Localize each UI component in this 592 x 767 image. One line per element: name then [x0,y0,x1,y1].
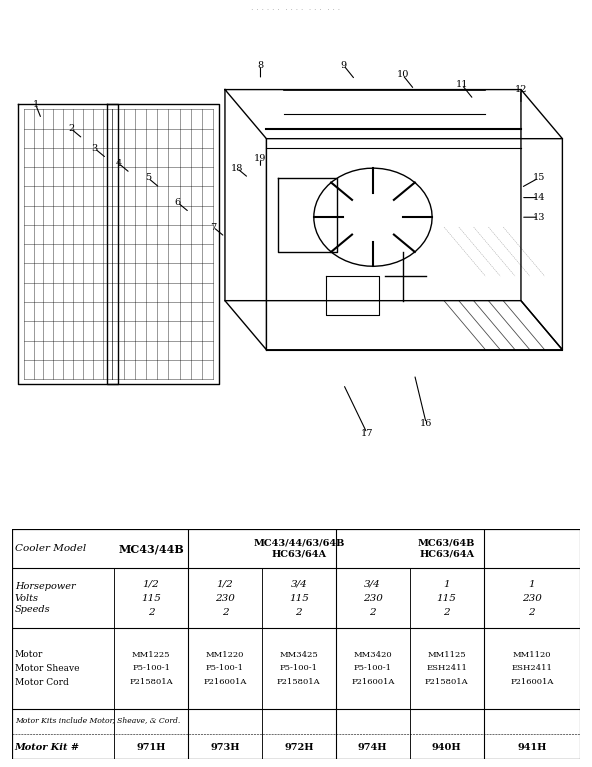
Text: 3/4: 3/4 [291,580,307,589]
Text: P5-100-1: P5-100-1 [206,664,244,673]
Text: 11: 11 [455,81,468,89]
Text: · · · · · ·  · · · ·  · · ·  · · ·: · · · · · · · · · · · · · · · · [252,6,340,15]
Text: MC63/64B
HC63/64A: MC63/64B HC63/64A [418,538,475,559]
Text: 2: 2 [148,607,155,617]
Text: 1: 1 [443,580,450,589]
Text: 230: 230 [215,594,235,603]
Text: 1: 1 [529,580,535,589]
Text: 13: 13 [532,212,545,222]
Text: MM1225: MM1225 [132,650,170,659]
Text: 941H: 941H [517,743,546,752]
Text: 971H: 971H [136,743,166,752]
Text: ESH2411: ESH2411 [426,664,467,673]
Text: P5-100-1: P5-100-1 [132,664,170,673]
Text: P215801A: P215801A [129,678,173,686]
Text: 18: 18 [231,163,243,173]
Text: ESH2411: ESH2411 [511,664,552,673]
Text: P215801A: P215801A [277,678,321,686]
Text: 115: 115 [289,594,309,603]
Text: 973H: 973H [210,743,240,752]
Text: MM3420: MM3420 [353,650,392,659]
Text: MM1120: MM1120 [513,650,551,659]
Text: 230: 230 [522,594,542,603]
Text: 9: 9 [340,61,346,70]
Text: P5-100-1: P5-100-1 [280,664,318,673]
Text: Motor Kit #: Motor Kit # [15,743,80,752]
Text: Motor Kits include Motor, Sheave, & Cord.: Motor Kits include Motor, Sheave, & Cord… [15,716,180,724]
Text: 7: 7 [210,222,216,232]
Text: Horsepower: Horsepower [15,582,75,591]
Text: 230: 230 [363,594,382,603]
Text: P216001A: P216001A [351,678,394,686]
Text: 12: 12 [514,85,527,94]
Text: MM1220: MM1220 [206,650,244,659]
Text: 972H: 972H [284,743,314,752]
Text: MM3425: MM3425 [279,650,318,659]
Text: 2: 2 [295,607,302,617]
Text: 2: 2 [221,607,229,617]
Text: 974H: 974H [358,743,388,752]
Text: 4: 4 [115,159,121,168]
Text: Volts: Volts [15,594,38,603]
Text: 940H: 940H [432,743,461,752]
Text: Motor Cord: Motor Cord [15,678,69,686]
Text: 19: 19 [255,154,266,163]
Text: MC43/44/63/64B
HC63/64A: MC43/44/63/64B HC63/64A [253,538,345,559]
Text: 8: 8 [258,61,263,70]
Text: 2: 2 [529,607,535,617]
Text: 3/4: 3/4 [364,580,381,589]
Text: P5-100-1: P5-100-1 [354,664,392,673]
Text: MC43/44B: MC43/44B [118,543,184,555]
Text: 1/2: 1/2 [143,580,159,589]
Text: P216001A: P216001A [510,678,554,686]
Text: Cooler Model: Cooler Model [15,545,86,553]
Text: 1: 1 [33,100,38,109]
Text: 1/2: 1/2 [217,580,233,589]
Text: 5: 5 [145,173,151,183]
Text: 2: 2 [369,607,376,617]
Text: 14: 14 [532,193,545,202]
Text: Speeds: Speeds [15,605,50,614]
Text: P215801A: P215801A [425,678,468,686]
Text: P216001A: P216001A [203,678,247,686]
Text: 115: 115 [141,594,161,603]
Text: 15: 15 [533,173,545,183]
Text: 17: 17 [361,429,374,438]
Text: 2: 2 [443,607,450,617]
Text: 3: 3 [92,144,98,153]
Text: 16: 16 [420,419,432,428]
Text: 10: 10 [397,71,408,79]
Text: 6: 6 [175,198,181,207]
Text: 2: 2 [68,124,74,133]
Text: MM1125: MM1125 [427,650,466,659]
Text: 115: 115 [437,594,456,603]
Text: Motor Sheave: Motor Sheave [15,664,79,673]
Text: Motor: Motor [15,650,43,659]
